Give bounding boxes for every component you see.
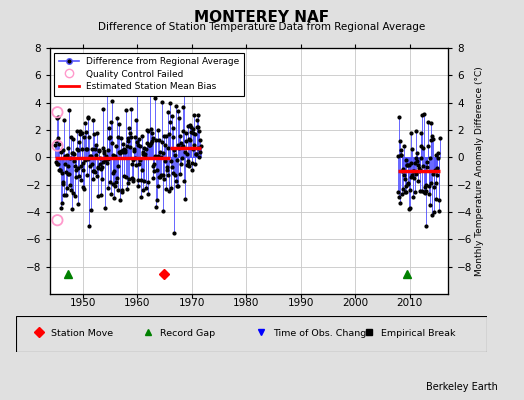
- Y-axis label: Monthly Temperature Anomaly Difference (°C): Monthly Temperature Anomaly Difference (…: [475, 66, 484, 276]
- FancyBboxPatch shape: [16, 316, 487, 352]
- Text: Berkeley Earth: Berkeley Earth: [426, 382, 498, 392]
- Text: Station Move: Station Move: [51, 329, 113, 338]
- Text: 2000: 2000: [342, 298, 368, 308]
- Point: [53, 109, 62, 116]
- Text: 2010: 2010: [397, 298, 423, 308]
- Text: Difference of Station Temperature Data from Regional Average: Difference of Station Temperature Data f…: [99, 22, 425, 32]
- Text: Empirical Break: Empirical Break: [381, 329, 456, 338]
- Text: Record Gap: Record Gap: [160, 329, 215, 338]
- Text: 1980: 1980: [233, 298, 259, 308]
- Point: [53, 142, 62, 149]
- Text: 1960: 1960: [124, 298, 150, 308]
- Legend: Difference from Regional Average, Quality Control Failed, Estimated Station Mean: Difference from Regional Average, Qualit…: [54, 52, 244, 96]
- Text: 1970: 1970: [179, 298, 205, 308]
- Text: Time of Obs. Change: Time of Obs. Change: [273, 329, 372, 338]
- Text: 1990: 1990: [288, 298, 314, 308]
- Point: [53, 217, 62, 223]
- Text: 1950: 1950: [69, 298, 96, 308]
- Text: MONTEREY NAF: MONTEREY NAF: [194, 10, 330, 25]
